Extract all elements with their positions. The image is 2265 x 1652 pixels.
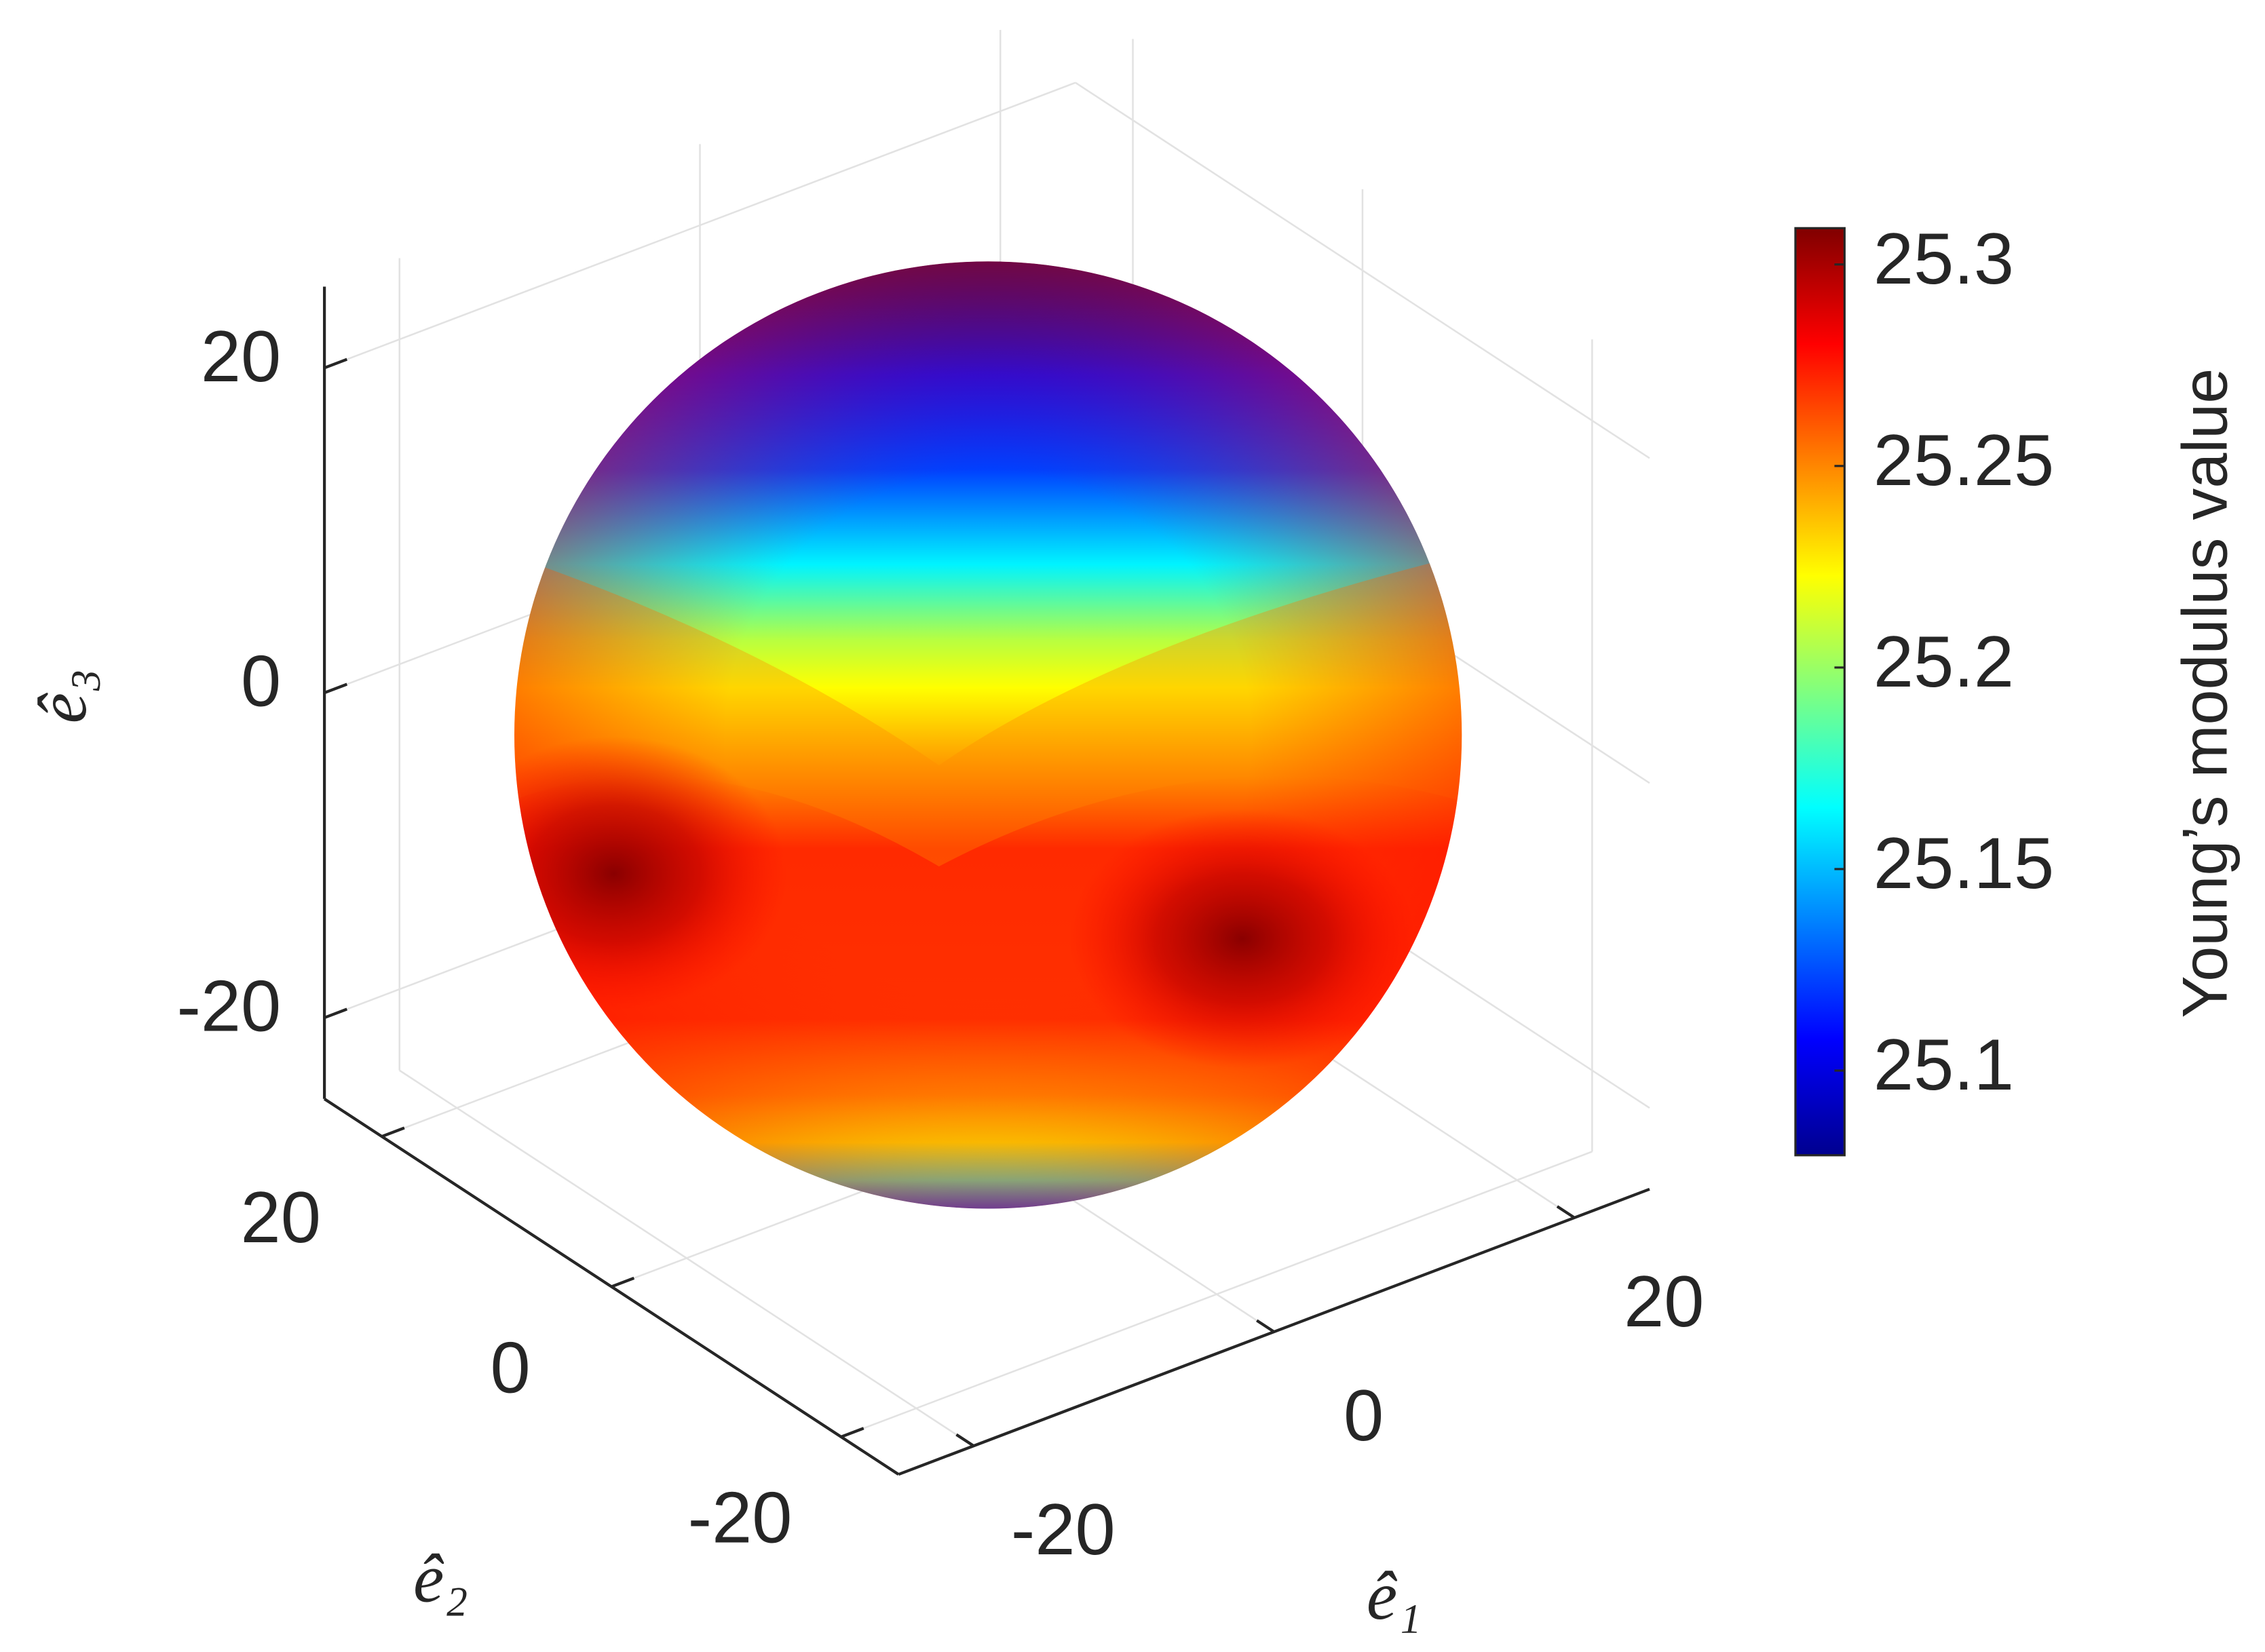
z-tick: [324, 1007, 348, 1020]
x-tick-label: 0: [1344, 1375, 1384, 1456]
x-tick: [1256, 1319, 1275, 1333]
z-tick-label: 0: [241, 641, 281, 722]
x-tick-label: -20: [1011, 1489, 1116, 1570]
z-tick: [324, 683, 348, 695]
x-axis-label: ê₁: [1367, 1558, 1422, 1634]
z-tick-label: 20: [201, 316, 281, 397]
sphere-surface: [514, 261, 1462, 1209]
y-tick: [611, 1276, 635, 1288]
grid-line: [1075, 81, 1650, 459]
y-axis-label: ê₂: [413, 1541, 468, 1617]
y-tick-label: 0: [491, 1327, 531, 1408]
colorbar-tick-label: 25.15: [1873, 823, 2054, 904]
z-tick: [324, 358, 348, 370]
colorbar-tick-label: 25.3: [1873, 218, 2014, 299]
y-tick-label: 20: [241, 1177, 321, 1258]
x-tick: [955, 1433, 975, 1447]
colorbar: [1794, 227, 1846, 1157]
z-tick-label: -20: [176, 966, 281, 1047]
colorbar-tick-label: 25.25: [1873, 420, 2054, 501]
x-tick: [1556, 1205, 1576, 1219]
x-tick-label: 20: [1624, 1261, 1704, 1342]
colorbar-label: Young’s modulus value: [2169, 368, 2241, 1018]
axes: [322, 286, 1650, 1476]
y-tick-label: -20: [688, 1478, 793, 1558]
grid-line: [324, 81, 1076, 369]
colorbar-tick-label: 25.1: [1873, 1024, 2014, 1105]
y-tick: [840, 1427, 864, 1438]
grid-line: [841, 1151, 1593, 1438]
y-tick: [381, 1126, 405, 1138]
z-axis-label: ê₃: [24, 669, 101, 724]
colorbar-tick-label: 25.2: [1873, 621, 2014, 702]
